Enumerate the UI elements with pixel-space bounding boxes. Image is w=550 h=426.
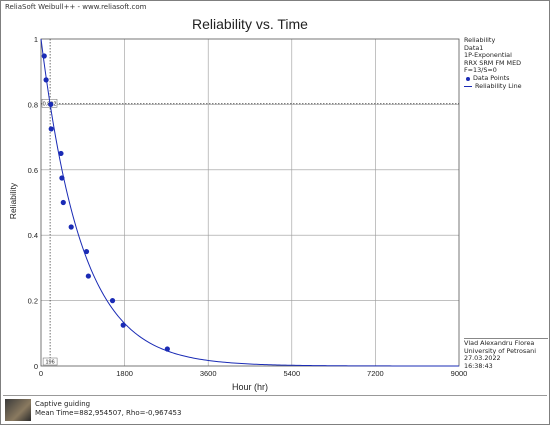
- thumbnail-image: [5, 399, 31, 421]
- x-tick-label: 0: [39, 369, 43, 378]
- legend-item-data-points: Data Points: [464, 73, 548, 83]
- signature-name: Vlad Alexandru Florea: [464, 339, 535, 347]
- data-point: [48, 101, 54, 107]
- y-tick-label: 0.8: [28, 100, 38, 109]
- legend-panel: Reliability Data1 1P-Exponential RRX SRM…: [464, 36, 548, 91]
- data-point: [60, 199, 66, 206]
- footer-text: Captive guiding Mean Time=882,954507, Rh…: [35, 400, 181, 418]
- y-tick-label: 0.6: [28, 166, 38, 175]
- data-point: [109, 298, 116, 304]
- x-tick-label: 3600: [200, 369, 217, 378]
- marker-x-box: [42, 357, 58, 366]
- data-point-swatch: [466, 76, 470, 81]
- reliability-line-swatch: [464, 85, 472, 87]
- y-axis-label: Reliability: [8, 182, 18, 219]
- x-tick-label: 1800: [116, 369, 133, 378]
- data-point: [164, 346, 170, 352]
- data-point: [43, 77, 49, 83]
- y-tick-label: 0.4: [28, 231, 38, 240]
- signature-date: 27.03.2022: [464, 354, 501, 363]
- data-point: [41, 53, 47, 59]
- plot-border: [40, 38, 460, 367]
- x-tick-label: 7200: [367, 369, 384, 378]
- reliability-line: [40, 38, 459, 367]
- y-tick-label: 1: [34, 35, 38, 44]
- x-tick-label: 9000: [451, 369, 468, 378]
- data-point: [48, 126, 54, 132]
- signature-block: Vlad Alexandru Florea University of Petr…: [464, 338, 548, 370]
- legend-heading: Reliability: [464, 36, 496, 44]
- legend-line-4: F=13/S=0: [464, 66, 497, 75]
- footer-stats: Mean Time=882,954507, Rho=-0,967453: [35, 409, 182, 417]
- legend-line-1: Data1: [464, 43, 484, 52]
- app-header: ReliaSoft Weibull++ - www.reliasoft.com: [5, 3, 147, 11]
- legend-line-2: 1P-Exponential: [464, 51, 512, 60]
- x-tick-label: 5400: [283, 369, 300, 378]
- signature-time: 16:38:43: [464, 361, 493, 370]
- legend-item-reliability-line: Reliability Line: [464, 81, 548, 91]
- legend-data-points-label: Data Points: [473, 73, 510, 82]
- y-tick-label: 0.2: [28, 297, 38, 306]
- marker-x-value: 196: [46, 360, 55, 366]
- chart-title: Reliability vs. Time: [192, 16, 308, 32]
- y-tick-label: 0: [34, 362, 38, 371]
- footer-bar: Captive guiding Mean Time=882,954507, Rh…: [3, 395, 547, 424]
- x-axis-label: Hour (hr): [232, 382, 268, 392]
- legend-line-3: RRX SRM FM MED: [464, 58, 522, 67]
- data-point: [120, 322, 126, 328]
- data-point: [59, 175, 65, 181]
- footer-caption: Captive guiding: [35, 400, 91, 408]
- legend-reliability-line-label: Reliability Line: [475, 81, 522, 90]
- data-point: [58, 150, 64, 157]
- data-point: [85, 273, 91, 279]
- data-point: [83, 248, 90, 255]
- signature-institution: University of Petrosani: [464, 346, 536, 355]
- data-point: [68, 224, 74, 230]
